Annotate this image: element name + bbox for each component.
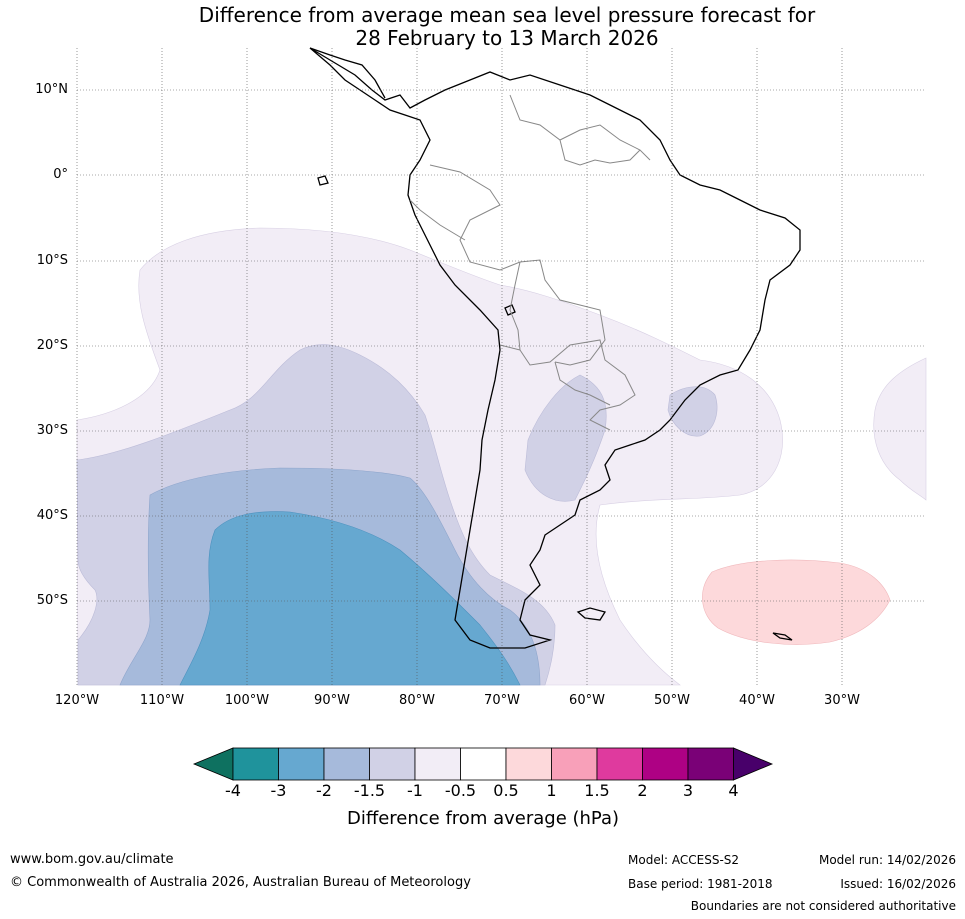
lat-label-40s: 40°S: [36, 508, 68, 523]
lon-label-40w: 40°W: [739, 693, 775, 708]
footer-disclaimer: Boundaries are not considered authoritat…: [690, 899, 956, 913]
colorbar-tick-label: 1: [546, 781, 557, 800]
colorbar-tick-label: 0.5: [493, 781, 519, 800]
colorbar-swatch: [687, 747, 734, 781]
colorbar-swatch: [414, 747, 461, 781]
lon-label-100w: 100°W: [224, 693, 270, 708]
colorbar-swatch: [323, 747, 370, 781]
lon-label-30w: 30°W: [824, 693, 860, 708]
lon-label-80w: 80°W: [399, 693, 435, 708]
colorbar-tick-label: 4: [728, 781, 739, 800]
colorbar-swatch: [232, 747, 279, 781]
colorbar-tick-label: -2: [316, 781, 332, 800]
contour-neg-2: [179, 511, 521, 686]
lat-label-50s: 50°S: [36, 593, 68, 608]
central-america-coast: [309, 47, 386, 99]
lake-titicaca: [504, 304, 516, 316]
lon-label-50w: 50°W: [654, 693, 690, 708]
lat-label-30s: 30°S: [36, 423, 68, 438]
colorbar-swatch: [596, 747, 643, 781]
footer-copyright: © Commonwealth of Australia 2026, Austra…: [10, 875, 471, 890]
contour-neg-1-brazil: [667, 386, 718, 437]
colorbar-swatch: [369, 747, 416, 781]
colorbar-tick-label: 2: [637, 781, 648, 800]
colorbar-swatch: [460, 747, 507, 781]
title-line-2: 28 February to 13 March 2026: [355, 26, 659, 50]
colorbar-tick-label: 3: [682, 781, 694, 800]
contour-pos-0-5: [702, 559, 891, 645]
lon-label-60w: 60°W: [569, 693, 605, 708]
lat-label-10s: 10°S: [36, 253, 68, 268]
south-america-coastline: [309, 47, 801, 649]
colorbar-swatch: [505, 747, 552, 781]
lat-label-10n: 10°N: [35, 82, 68, 97]
colorbar-tick-label: 1.5: [584, 781, 610, 800]
island-falklands: [576, 607, 607, 621]
colorbar-extend-low: [192, 747, 234, 781]
contour-neg-0-5-east: [873, 357, 927, 501]
lon-label-120w: 120°W: [54, 693, 100, 708]
lon-label-70w: 70°W: [484, 693, 520, 708]
colorbar-tick-label: -0.5: [444, 781, 477, 800]
lon-label-90w: 90°W: [314, 693, 350, 708]
graticule: [76, 48, 926, 685]
footer-base-period: Base period: 1981-2018: [628, 877, 773, 891]
colorbar-tick-label: -4: [225, 781, 241, 800]
anomaly-contours: [76, 227, 927, 686]
colorbar-title: Difference from average (hPa): [346, 808, 620, 829]
colorbar-swatch: [642, 747, 689, 781]
colorbar-swatch: [278, 747, 325, 781]
title-line-1: Difference from average mean sea level p…: [198, 3, 816, 27]
country-borders: [409, 94, 651, 431]
colorbar-tick-label: -3: [270, 781, 287, 800]
contour-neg-1-argentina: [524, 374, 607, 502]
footer-website[interactable]: www.bom.gov.au/climate: [10, 852, 174, 867]
island-south-georgia: [772, 632, 793, 641]
footer-model: Model: ACCESS-S2: [628, 853, 740, 867]
colorbar-tick-label: -1.5: [353, 781, 386, 800]
colorbar-tick-label: -1: [407, 781, 423, 800]
lon-label-110w: 110°W: [139, 693, 185, 708]
lat-label-0: 0°: [53, 167, 68, 182]
footer-issued: Issued: 16/02/2026: [840, 877, 956, 891]
island-galapagos: [317, 175, 329, 186]
colorbar: [192, 747, 774, 781]
colorbar-swatch: [551, 747, 598, 781]
footer-model-run: Model run: 14/02/2026: [818, 853, 956, 867]
coastlines: [309, 47, 801, 649]
colorbar-extend-high: [733, 747, 774, 781]
lat-label-20s: 20°S: [36, 338, 68, 353]
map-title: Difference from average mean sea level p…: [0, 4, 965, 50]
